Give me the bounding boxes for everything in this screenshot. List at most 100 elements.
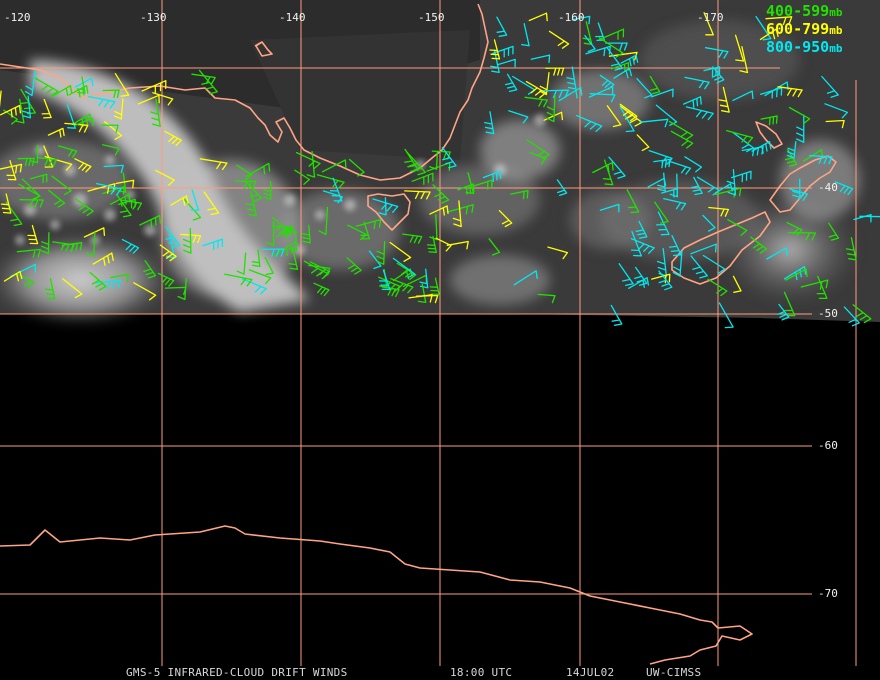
wind-barb: [598, 37, 624, 58]
wind-barb: [74, 158, 92, 173]
wind-barb: [95, 182, 122, 196]
wind-barb: [685, 106, 714, 121]
wind-barb: [294, 169, 311, 185]
wind-barb: [751, 140, 772, 154]
wind-barb: [732, 90, 754, 102]
wind-barb: [488, 238, 501, 256]
wind-barb: [852, 304, 872, 324]
wind-barb: [44, 278, 56, 300]
wind-barb: [668, 120, 694, 141]
wind-barb: [141, 80, 167, 94]
wind-barb: [115, 179, 135, 189]
wind-barb: [164, 130, 182, 147]
wind-barb: [670, 161, 692, 175]
wind-barb: [702, 214, 716, 232]
wind-barb: [50, 85, 73, 98]
footer-caption: GMS-5 INFRARED-CLOUD DRIFT WINDS 18:00 U…: [126, 666, 701, 679]
wind-barb: [101, 144, 120, 156]
wind-barb: [0, 104, 22, 118]
wind-barb: [190, 189, 200, 211]
wind-barb: [236, 252, 247, 275]
wind-barb: [164, 286, 187, 296]
wind-barb: [508, 110, 529, 124]
wind-barb: [472, 179, 493, 190]
wind-barb: [0, 193, 12, 214]
wind-barb: [510, 189, 529, 200]
wind-barb: [556, 179, 568, 197]
wind-barb: [102, 89, 120, 98]
wind-barb: [657, 172, 666, 192]
cloud-drift-wind-barbs: [0, 12, 880, 329]
wind-barb: [656, 211, 670, 236]
wind-barb: [765, 16, 793, 26]
wind-barb: [606, 47, 624, 71]
wind-barb: [498, 209, 513, 228]
latitude-label: -50: [818, 307, 838, 320]
wind-barb: [708, 206, 730, 217]
wind-barb: [346, 257, 362, 275]
wind-barb: [68, 85, 89, 98]
wind-barb: [236, 164, 253, 181]
wind-barb: [619, 106, 635, 133]
wind-barb: [0, 163, 23, 174]
wind-barb: [496, 16, 508, 37]
wind-barb: [378, 269, 391, 291]
wind-barb: [355, 218, 382, 230]
wind-barb: [402, 233, 423, 244]
wind-barb: [484, 111, 495, 135]
wind-barb: [321, 159, 347, 173]
wind-barb: [264, 256, 274, 276]
wind-barb: [490, 49, 500, 74]
wind-barb: [376, 240, 386, 265]
wind-barb: [457, 183, 475, 195]
wind-barb: [306, 150, 316, 178]
wind-barb: [834, 181, 854, 196]
wind-barb: [727, 219, 748, 236]
wind-barb: [224, 273, 253, 287]
wind-barb: [275, 225, 296, 239]
wind-barb: [75, 117, 94, 127]
wind-barb: [248, 269, 272, 285]
wind-barb: [785, 268, 808, 281]
longitude-label: -150: [418, 11, 445, 24]
wind-barb: [29, 145, 39, 164]
wind-barb: [684, 76, 710, 90]
wind-barb: [452, 200, 462, 228]
wind-barb: [828, 222, 840, 241]
wind-barb: [702, 254, 726, 274]
wind-barb: [182, 227, 192, 254]
wind-barb: [730, 170, 752, 183]
wind-barb: [548, 30, 570, 49]
wind-barb: [34, 77, 59, 97]
wind-barb: [29, 173, 48, 184]
wind-barb: [663, 197, 687, 211]
wind-barb: [143, 260, 157, 279]
wind-barb: [441, 146, 457, 169]
pressure-legend: 400-599mb 600-799mb 800-950mb: [766, 2, 843, 56]
wind-barb: [15, 98, 25, 124]
wind-barb: [426, 235, 437, 253]
wind-barb: [159, 244, 177, 262]
wind-barb: [824, 103, 849, 119]
wind-barb: [760, 115, 778, 126]
wind-barb: [133, 282, 157, 301]
wind-barb: [654, 201, 669, 224]
wind-barb: [392, 257, 416, 279]
wind-barb: [650, 88, 674, 98]
wind-barb: [110, 273, 129, 283]
wind-barb: [48, 189, 66, 208]
wind-barb: [649, 75, 661, 95]
wind-barb: [760, 87, 783, 99]
wind-barb: [670, 130, 694, 149]
tasmania: [367, 193, 411, 231]
observation-time: 18:00 UTC: [450, 666, 512, 679]
wind-barb: [432, 184, 450, 204]
wind-barb: [419, 268, 429, 289]
longitude-label: -140: [279, 11, 306, 24]
wind-barb: [704, 47, 729, 59]
wind-barb: [110, 193, 131, 207]
wind-barb: [682, 96, 702, 108]
wind-barb: [482, 170, 502, 182]
wind-barb: [690, 176, 703, 196]
wind-barb: [261, 248, 285, 257]
